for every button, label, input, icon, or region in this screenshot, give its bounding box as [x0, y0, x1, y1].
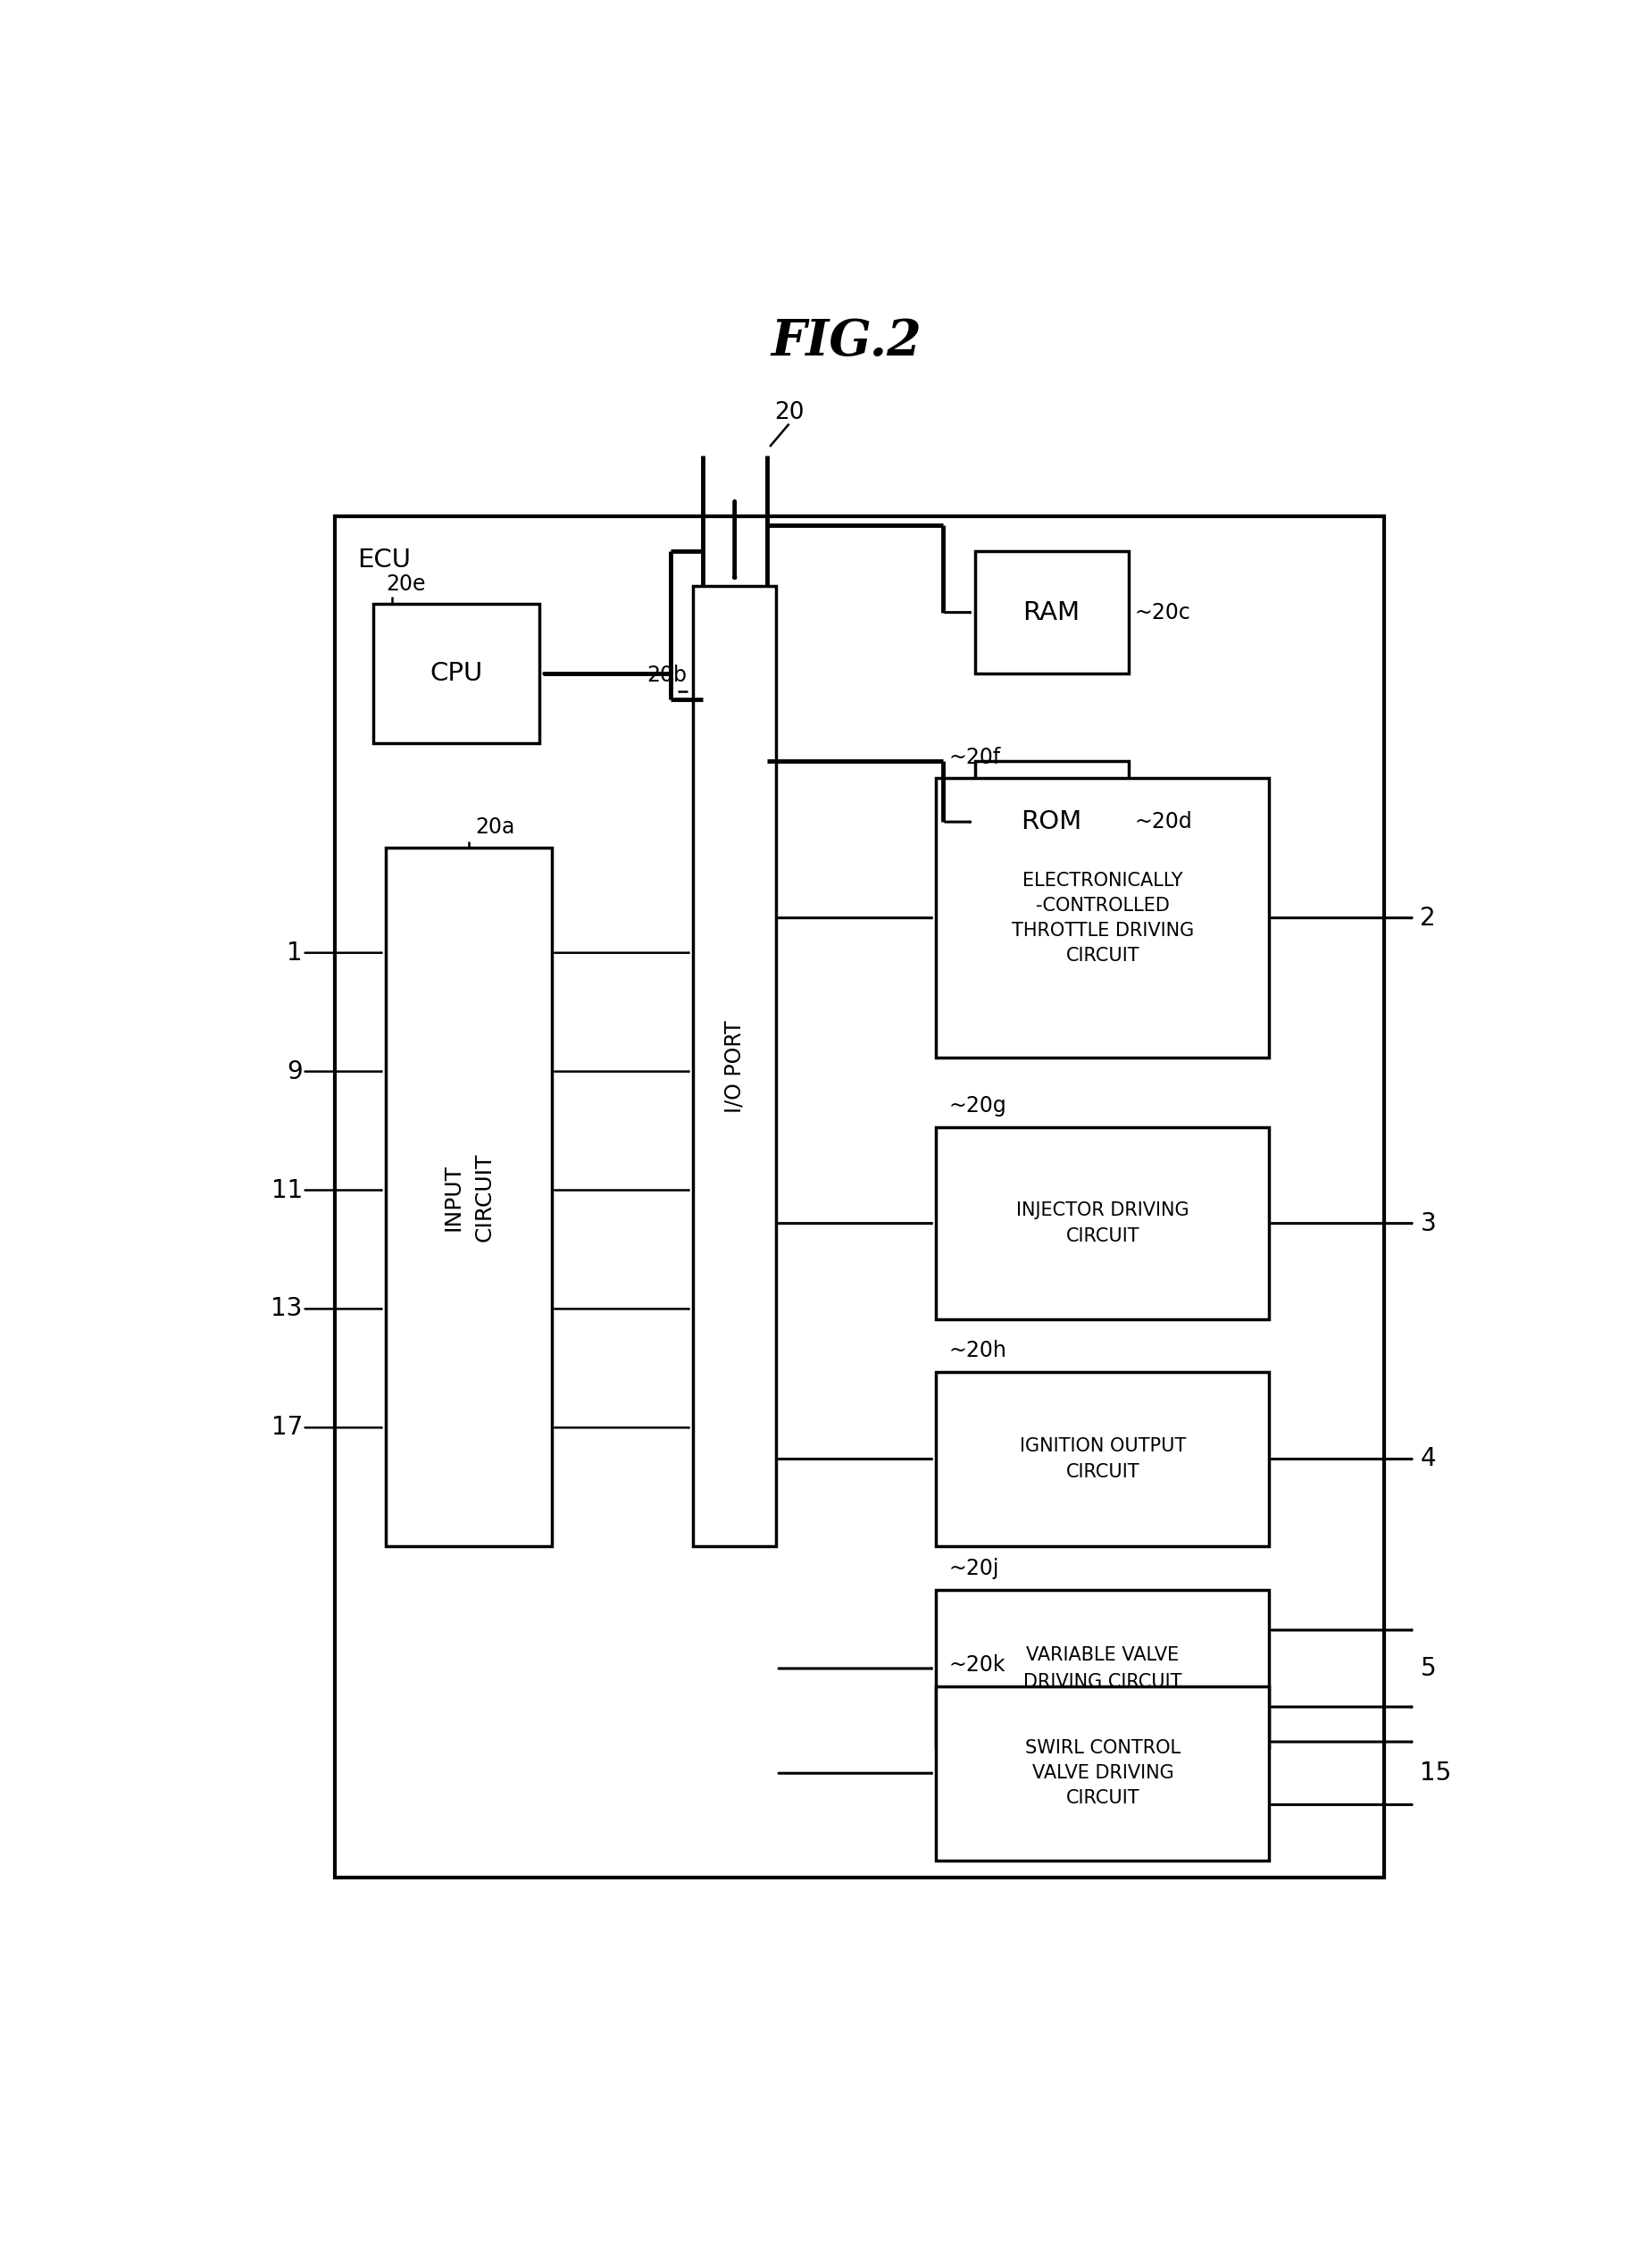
Text: 15: 15	[1421, 1761, 1452, 1786]
Bar	[334, 517, 1384, 1877]
Text: 13: 13	[271, 1297, 302, 1322]
Text: CPU: CPU	[430, 662, 482, 687]
Text: IGNITION OUTPUT
CIRCUIT: IGNITION OUTPUT CIRCUIT	[1019, 1437, 1186, 1480]
Text: 4: 4	[1421, 1446, 1436, 1471]
Text: INJECTOR DRIVING
CIRCUIT: INJECTOR DRIVING CIRCUIT	[1016, 1202, 1189, 1245]
Text: ~20j: ~20j	[948, 1557, 999, 1580]
Text: ELECTRONICALLY
-CONTROLLED
THROTTLE DRIVING
CIRCUIT: ELECTRONICALLY -CONTROLLED THROTTLE DRIV…	[1011, 871, 1194, 963]
Bar	[975, 551, 1128, 673]
Bar	[937, 1127, 1269, 1319]
Text: 20b: 20b	[646, 664, 687, 685]
Text: 17: 17	[271, 1415, 302, 1440]
Text: 20: 20	[775, 401, 805, 424]
Bar	[937, 1589, 1269, 1748]
Bar	[373, 603, 540, 744]
Text: RAM: RAM	[1023, 601, 1080, 626]
Bar	[937, 1372, 1269, 1546]
Text: 1: 1	[287, 941, 302, 966]
Bar	[937, 778, 1269, 1056]
Text: ~20h: ~20h	[948, 1340, 1008, 1360]
Text: 2: 2	[1421, 905, 1436, 929]
Text: SWIRL CONTROL
VALVE DRIVING
CIRCUIT: SWIRL CONTROL VALVE DRIVING CIRCUIT	[1024, 1739, 1181, 1807]
Text: ~20g: ~20g	[948, 1095, 1006, 1118]
Bar	[694, 587, 776, 1546]
Text: 3: 3	[1421, 1211, 1436, 1236]
Text: 11: 11	[271, 1179, 302, 1204]
Bar	[937, 1687, 1269, 1861]
Text: ~20d: ~20d	[1135, 812, 1193, 832]
Text: 20a: 20a	[476, 816, 515, 837]
Text: ~20f: ~20f	[948, 746, 1001, 769]
Bar	[387, 848, 552, 1546]
Text: ROM: ROM	[1021, 809, 1082, 834]
Text: 5: 5	[1421, 1655, 1436, 1682]
Text: ~20c: ~20c	[1135, 601, 1191, 623]
Text: ECU: ECU	[357, 549, 411, 574]
Text: FIG.2: FIG.2	[771, 317, 922, 367]
Text: ~20k: ~20k	[948, 1655, 1006, 1675]
Text: I/O PORT: I/O PORT	[724, 1020, 745, 1113]
Bar	[975, 762, 1128, 882]
Text: VARIABLE VALVE
DRIVING CIRCUIT: VARIABLE VALVE DRIVING CIRCUIT	[1024, 1646, 1181, 1691]
Text: 20e: 20e	[387, 574, 426, 594]
Text: INPUT
CIRCUIT: INPUT CIRCUIT	[443, 1152, 496, 1242]
Text: 9: 9	[287, 1059, 302, 1084]
